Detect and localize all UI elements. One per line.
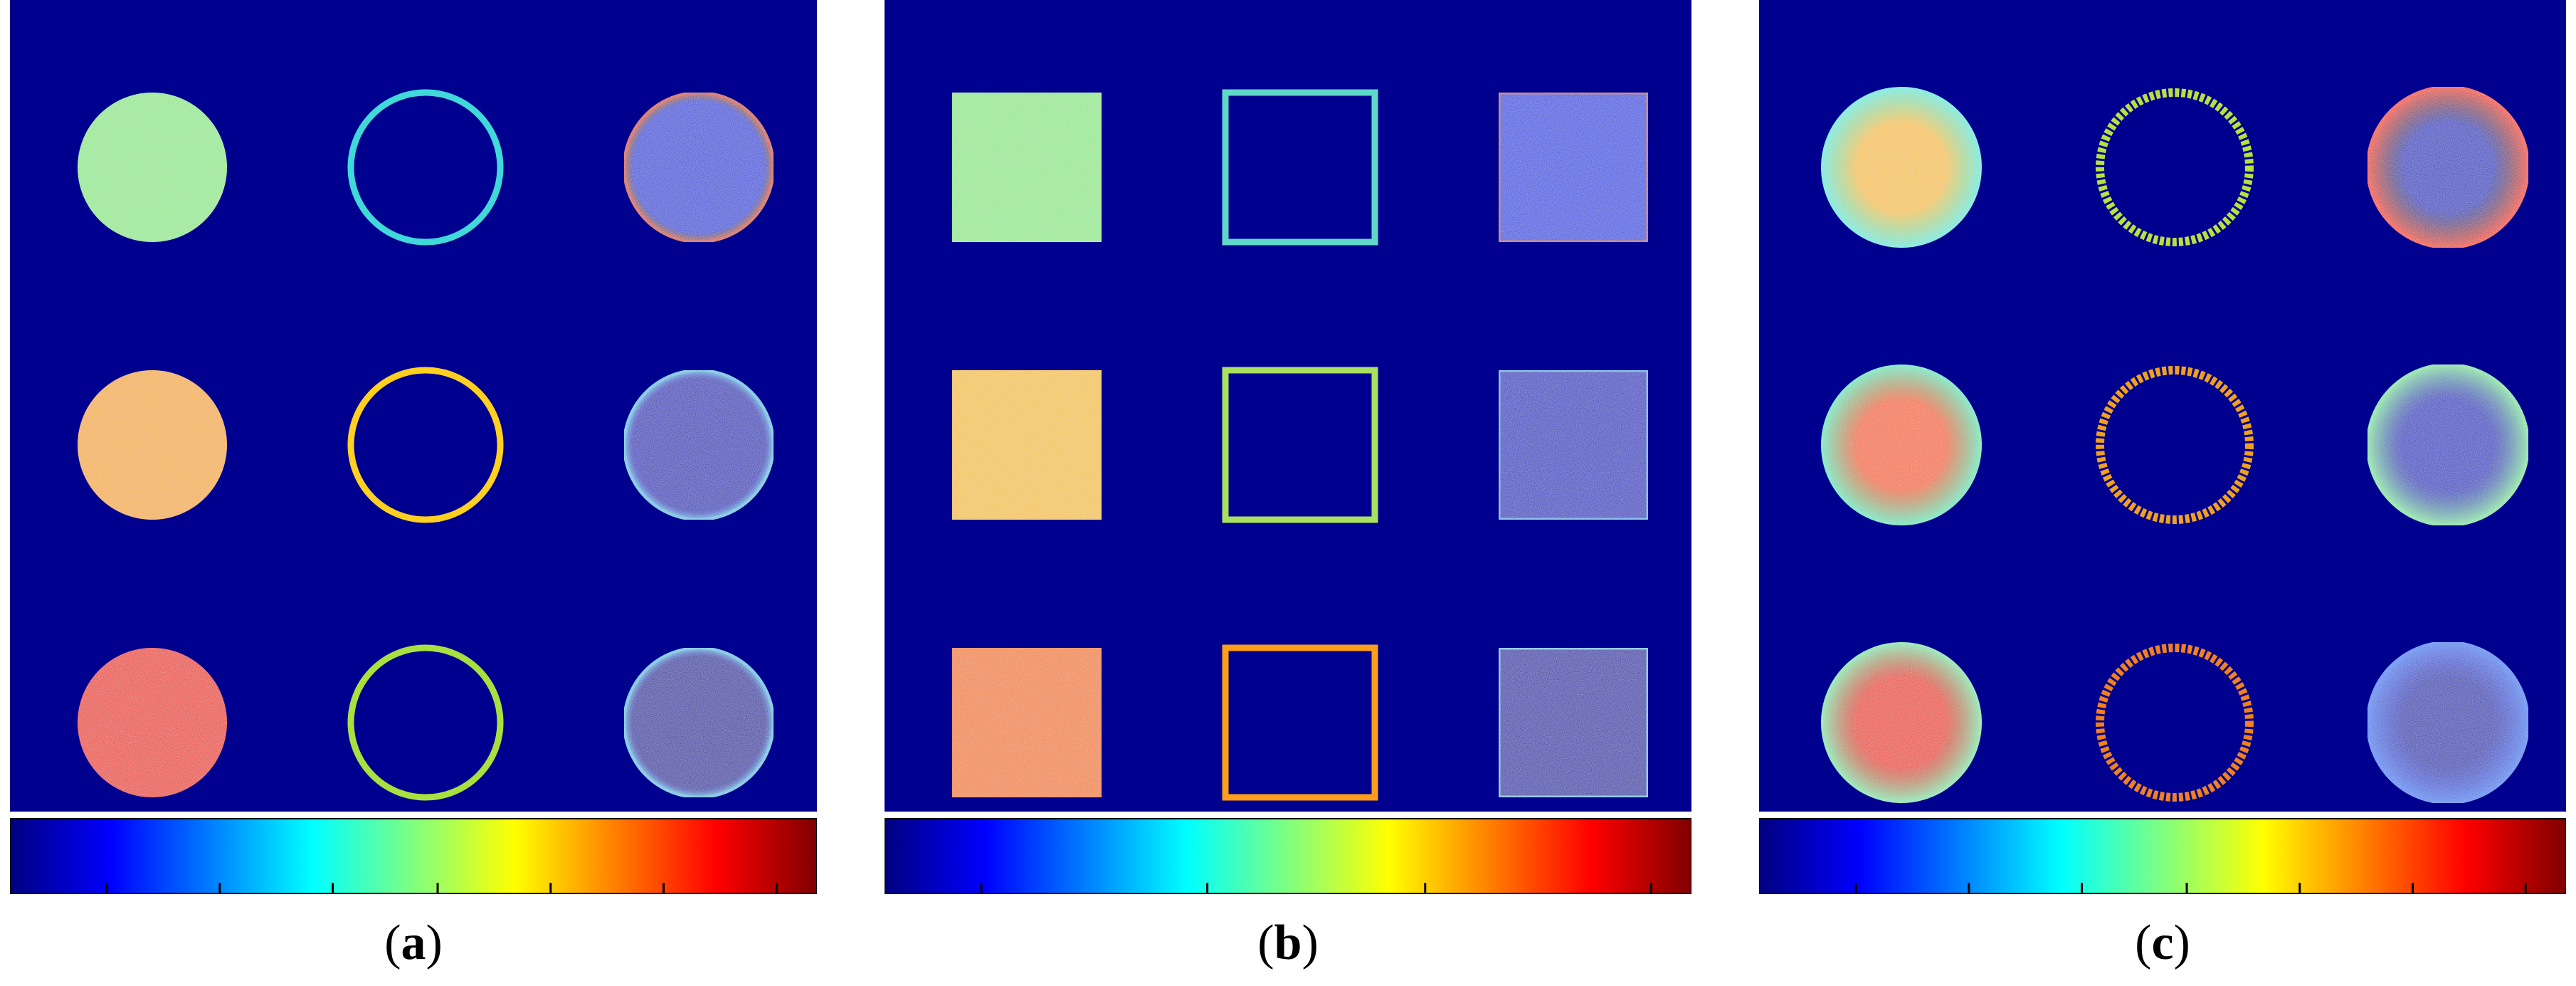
noise-object (623, 646, 775, 799)
edge-object (2096, 644, 2254, 802)
image-panel-a (10, 0, 817, 894)
filled-object (952, 93, 1102, 242)
colorbar (885, 818, 1691, 894)
panel-c: (c) (1759, 0, 2566, 970)
filled-object (78, 648, 227, 797)
panel-a: (a) (10, 0, 817, 970)
filled-object (1821, 87, 1982, 248)
image-panel-c (1759, 0, 2566, 894)
edge-object (347, 89, 504, 246)
colorbar (1759, 818, 2566, 894)
edge-object (1222, 367, 1378, 523)
filled-object (78, 370, 227, 520)
noise-object (623, 369, 775, 521)
image-panel-b (885, 0, 1691, 894)
filled-object (952, 648, 1102, 797)
caption-c: (c) (2135, 916, 2190, 970)
noise-object (1496, 368, 1650, 522)
noise-object (2366, 363, 2530, 527)
filled-object (952, 370, 1102, 520)
edge-object (347, 367, 504, 523)
panel-b: (b) (885, 0, 1691, 970)
noise-object (623, 91, 775, 243)
edge-object (1222, 89, 1378, 246)
edge-object (1222, 644, 1378, 801)
noise-object (1496, 646, 1650, 799)
noise-object (2366, 641, 2530, 804)
noise-object (1496, 90, 1650, 244)
edge-object (347, 644, 504, 801)
filled-object (1821, 642, 1982, 803)
noise-object (2366, 85, 2530, 249)
edge-object (2096, 366, 2254, 524)
caption-b: (b) (1257, 916, 1319, 970)
filled-object (1821, 364, 1982, 525)
filled-object (78, 93, 227, 242)
colorbar (10, 818, 817, 894)
edge-object (2096, 88, 2254, 246)
caption-a: (a) (384, 916, 443, 970)
